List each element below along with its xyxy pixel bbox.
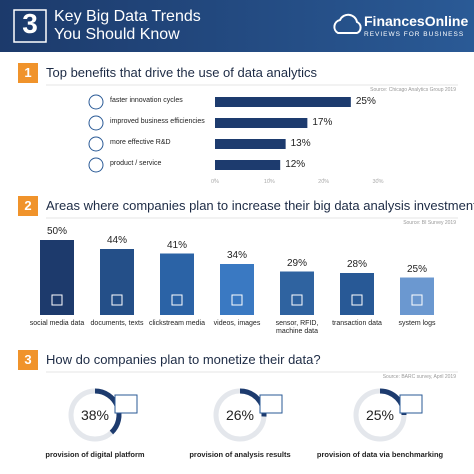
source: Source: Chicago Analytics Group 2019	[370, 87, 456, 93]
value-label: 12%	[285, 159, 306, 170]
column	[160, 253, 194, 315]
bar	[215, 97, 351, 107]
icon	[259, 394, 283, 414]
icon	[399, 394, 423, 414]
section-number-box	[18, 196, 38, 216]
category-label: provision of data via benchmarking	[316, 450, 444, 459]
category-label: provision of digital platform	[45, 450, 145, 459]
category-label: social media data	[29, 320, 85, 327]
section-number: 3	[24, 352, 32, 367]
x-tick-label: 0%	[211, 179, 219, 185]
bar	[215, 160, 281, 170]
value-label: 41%	[166, 239, 187, 251]
header-band	[0, 0, 474, 52]
value-label: 38%	[80, 407, 110, 423]
category-label: transaction data	[332, 320, 382, 327]
category-label: more effective R&D	[110, 139, 171, 146]
bar	[215, 139, 286, 149]
icon	[88, 136, 104, 152]
column	[400, 277, 434, 315]
value-label: 25%	[355, 96, 376, 107]
section-title: How do companies plan to monetize their …	[46, 352, 321, 367]
section-number: 2	[24, 198, 32, 213]
column	[100, 249, 134, 315]
value-label: 34%	[226, 250, 247, 261]
category-label: provision of analysis results	[189, 450, 291, 459]
category-label: sensor, RFID, machine data	[275, 320, 319, 335]
column	[280, 271, 314, 315]
brand: FinancesOnline	[364, 13, 469, 29]
category-label: videos, images	[213, 320, 261, 327]
section-number-box	[18, 63, 38, 83]
icon	[51, 294, 63, 306]
icon	[88, 94, 104, 110]
value-label: 50%	[46, 226, 67, 237]
tagline: REVIEWS FOR BUSINESS	[364, 31, 465, 38]
icon	[291, 294, 303, 306]
value-label: 13%	[290, 138, 311, 149]
icon	[351, 294, 363, 306]
x-tick-label: 30%	[372, 179, 384, 185]
category-label: clickstream media	[148, 320, 205, 327]
x-tick-label: 10%	[263, 179, 275, 185]
value-label: 29%	[286, 257, 307, 269]
x-tick-label: 20%	[318, 179, 330, 185]
source: Source: BI Survey 2019	[403, 220, 456, 226]
icon	[88, 115, 104, 131]
brand-logo	[333, 13, 362, 34]
value-label: 17%	[312, 117, 333, 128]
column	[340, 273, 374, 315]
icon	[231, 294, 243, 306]
value-label: 28%	[346, 259, 367, 270]
column	[220, 264, 254, 315]
value-label: 44%	[106, 235, 127, 246]
column	[40, 240, 74, 315]
category-label: documents, texts	[90, 320, 144, 327]
category-label: faster innovation cycles	[110, 97, 183, 104]
value-label: 25%	[365, 407, 395, 423]
category-label: product / service	[110, 160, 162, 167]
icon	[411, 294, 423, 306]
value-label: 26%	[225, 407, 255, 423]
section-title: Top benefits that drive the use of data …	[46, 65, 318, 80]
section-title: Areas where companies plan to increase t…	[46, 198, 474, 213]
category-label: improved business efficiencies	[110, 118, 205, 125]
section-number: 1	[24, 65, 32, 80]
section-number-box	[18, 350, 38, 370]
header-box	[13, 9, 47, 43]
icon	[111, 294, 123, 306]
header-number: 3	[22, 8, 38, 39]
category-label: system logs	[398, 320, 436, 327]
header-title: Key Big Data Trends You Should Know	[54, 8, 201, 43]
icon	[114, 394, 138, 414]
bar	[215, 118, 308, 128]
icon	[171, 294, 183, 306]
value-label: 25%	[406, 263, 427, 275]
source: Source: BARC survey, April 2019	[382, 374, 456, 380]
icon	[88, 157, 104, 173]
